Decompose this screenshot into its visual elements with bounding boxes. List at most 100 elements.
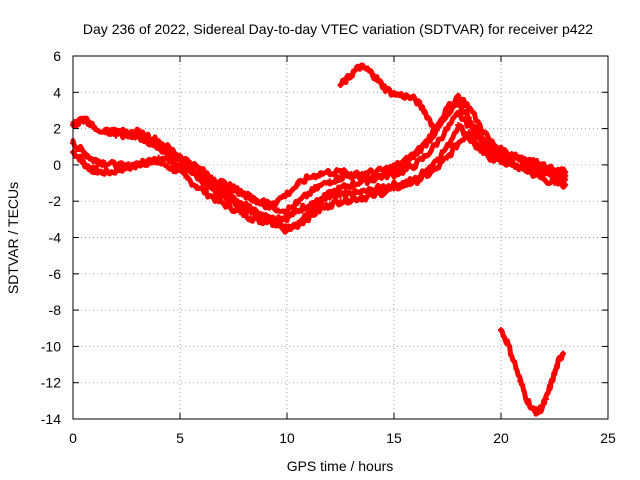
data-point <box>380 189 387 196</box>
data-point <box>534 408 541 415</box>
data-point <box>87 165 94 172</box>
data-point <box>91 167 98 174</box>
data-point <box>433 140 440 147</box>
x-axis-label: GPS time / hours <box>287 458 394 474</box>
data-point <box>97 169 104 176</box>
data-point <box>380 172 387 179</box>
data-point <box>540 163 547 170</box>
x-tick-label: 15 <box>386 430 402 446</box>
data-point <box>294 219 301 226</box>
data-point <box>204 190 211 197</box>
data-point <box>562 172 569 179</box>
chart-title: Day 236 of 2022, Sidereal Day-to-day VTE… <box>83 21 593 37</box>
data-point <box>251 196 258 203</box>
data-point <box>305 209 312 216</box>
data-point <box>326 169 333 176</box>
data-point <box>517 377 524 384</box>
data-point <box>465 129 472 136</box>
data-point <box>540 176 547 183</box>
data-point <box>162 161 169 168</box>
data-point <box>356 63 363 70</box>
data-point <box>123 163 130 170</box>
data-point <box>401 181 408 188</box>
y-tick-label: 4 <box>53 84 61 100</box>
data-point <box>444 143 451 150</box>
data-point <box>112 132 119 139</box>
y-tick-label: 0 <box>53 157 61 173</box>
data-point <box>134 129 141 136</box>
data-point <box>401 160 408 167</box>
y-tick-label: 2 <box>53 121 61 137</box>
data-point <box>391 185 397 192</box>
data-point <box>262 216 269 223</box>
y-axis-label: SDTVAR / TECUs <box>5 182 21 294</box>
x-tick-label: 25 <box>600 430 616 446</box>
data-point <box>123 131 130 138</box>
data-point <box>369 176 376 183</box>
data-point <box>412 178 419 185</box>
y-tick-label: -10 <box>41 338 61 354</box>
data-point <box>401 167 408 174</box>
data-point <box>226 203 233 210</box>
data-point <box>305 174 312 181</box>
data-point <box>465 103 472 110</box>
data-point <box>369 192 376 199</box>
data-point <box>523 396 530 403</box>
data-point <box>187 160 194 167</box>
data-point <box>87 120 94 127</box>
data-point <box>487 138 494 145</box>
data-point <box>465 114 472 121</box>
data-point <box>241 201 248 208</box>
data-point <box>412 161 419 168</box>
data-point <box>376 78 383 85</box>
data-point <box>76 145 83 152</box>
data-point <box>423 172 430 179</box>
data-point <box>429 121 436 128</box>
data-point <box>134 161 141 168</box>
data-point <box>112 161 119 168</box>
data-point <box>80 160 87 167</box>
data-point <box>89 156 96 163</box>
data-point <box>547 383 554 390</box>
data-point <box>455 140 462 147</box>
data-point <box>555 357 562 364</box>
grid-lines <box>73 56 608 419</box>
data-point <box>530 158 537 165</box>
data-point <box>348 196 355 203</box>
data-point <box>326 178 333 185</box>
data-point <box>343 76 350 83</box>
data-point <box>348 170 355 177</box>
series-track-5 <box>112 92 569 207</box>
data-point <box>498 147 504 154</box>
x-tick-label: 5 <box>176 430 184 446</box>
data-point <box>198 167 205 174</box>
data-point <box>326 201 333 208</box>
data-point <box>316 198 323 205</box>
data-point <box>455 92 462 99</box>
data-series <box>70 62 569 417</box>
data-point <box>363 65 370 72</box>
data-point <box>247 214 254 221</box>
y-tick-label: -2 <box>49 193 62 209</box>
data-point <box>444 125 451 132</box>
data-point <box>508 151 515 158</box>
data-point <box>420 107 427 114</box>
data-point <box>215 198 222 205</box>
data-point <box>444 105 451 112</box>
data-point <box>183 174 190 181</box>
data-point <box>358 174 365 181</box>
series-track-7 <box>498 327 567 417</box>
data-point <box>551 370 558 377</box>
data-point <box>284 190 290 197</box>
data-point <box>358 194 365 201</box>
data-point <box>504 339 511 346</box>
data-point <box>350 69 357 76</box>
data-point <box>316 183 323 190</box>
data-point <box>292 209 299 216</box>
data-point <box>91 125 98 132</box>
data-point <box>487 143 494 150</box>
x-tick-label: 20 <box>493 430 509 446</box>
data-point <box>316 170 323 177</box>
data-point <box>305 190 312 197</box>
y-tick-label: -12 <box>41 375 61 391</box>
